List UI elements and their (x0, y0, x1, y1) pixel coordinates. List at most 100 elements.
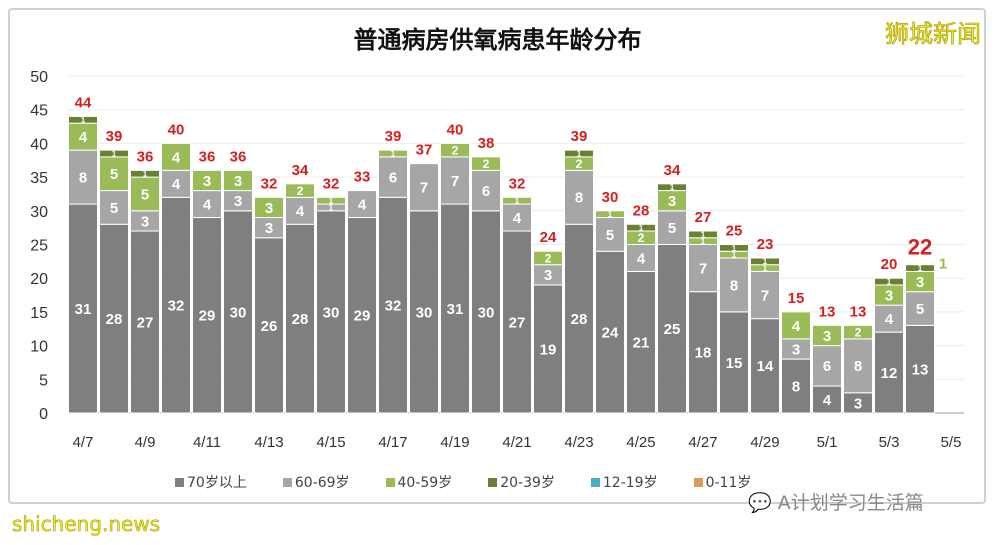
bar-segment (99, 223, 129, 414)
total-label: 34 (664, 162, 681, 179)
bar-segment (68, 122, 98, 151)
data-label: 4 (513, 210, 522, 227)
data-label: 1 (639, 224, 644, 233)
data-label: 1 (81, 116, 86, 125)
data-label: 1 (515, 197, 520, 206)
legend-label: 12-19岁 (602, 475, 658, 491)
watermark-site: shicheng.news (12, 512, 161, 537)
data-label: 7 (699, 260, 707, 277)
chart-frame (8, 8, 986, 504)
bar-segment (316, 210, 346, 414)
data-label: 30 (323, 304, 340, 321)
y-tick-label: 25 (30, 238, 48, 255)
data-label: 1 (329, 203, 334, 212)
x-tick-label: 4/29 (750, 434, 779, 451)
data-label: 8 (854, 358, 862, 375)
bar-segment (688, 230, 718, 239)
legend-label: 20-39岁 (500, 475, 555, 491)
total-label: 24 (540, 229, 557, 246)
data-label: 4 (792, 318, 801, 335)
bar-segment (564, 223, 594, 414)
x-tick-label: 4/7 (73, 434, 94, 451)
bar-segment (657, 244, 687, 414)
legend-item: 20-39岁 (488, 472, 555, 492)
total-label: 40 (168, 121, 185, 138)
bar-segment (285, 223, 315, 414)
data-label: 1 (918, 264, 923, 273)
data-label: 5 (916, 301, 924, 318)
bar-segment (254, 237, 284, 414)
data-label: 1 (732, 250, 737, 259)
legend-swatch (488, 477, 498, 487)
y-tick-label: 30 (30, 204, 48, 221)
data-label: 3 (203, 173, 211, 190)
data-label: 6 (823, 358, 831, 375)
x-tick-label: 4/17 (378, 434, 407, 451)
bar-segment (254, 196, 284, 219)
data-label: 31 (447, 301, 464, 318)
total-label: 13 (850, 303, 867, 320)
bar-segment (595, 210, 625, 219)
bar-segment (192, 217, 222, 414)
data-label: 26 (261, 318, 278, 335)
total-label: 15 (788, 290, 805, 307)
bar-segment (68, 149, 98, 205)
data-label: 3 (792, 341, 800, 358)
data-label: 4 (172, 176, 181, 193)
bar-segment (812, 385, 842, 414)
x-tick-label: 4/27 (688, 434, 717, 451)
bar-segment (192, 190, 222, 219)
bar-segment (68, 203, 98, 414)
bar-segment (874, 304, 904, 333)
data-label: 32 (168, 298, 185, 315)
data-label: 25 (664, 321, 681, 338)
bar-segment (657, 183, 687, 192)
legend-item: 12-19岁 (590, 472, 658, 492)
legend-swatch (385, 477, 395, 487)
data-label: 5 (668, 220, 676, 237)
bar-segment (285, 183, 315, 198)
bar-segment (688, 291, 718, 414)
bar-segment (564, 169, 594, 225)
data-label: 5 (110, 200, 118, 217)
data-label: 1 (701, 230, 706, 239)
bar-segment (99, 156, 129, 192)
legend-item: 60-69岁 (282, 472, 350, 492)
total-label: 36 (199, 148, 216, 165)
data-label: 1 (143, 170, 148, 179)
data-label: 6 (389, 170, 397, 187)
total-label: 38 (478, 135, 495, 152)
legend-label: 70岁以上 (187, 475, 247, 491)
annotation-label: 1 (939, 256, 947, 273)
watermark-logo: 狮城新闻 (885, 20, 982, 49)
bar-segment (812, 324, 842, 347)
x-tick-label: 4/11 (193, 434, 221, 451)
data-label: 7 (761, 287, 769, 304)
bar-segment (905, 291, 935, 326)
data-label: 27 (509, 314, 526, 331)
wechat-icon: 💬 (748, 492, 772, 514)
x-tick-label: 5/1 (817, 434, 838, 451)
y-tick-label: 5 (39, 372, 48, 389)
legend-label: 0-11岁 (705, 475, 752, 491)
bar-segment (347, 217, 377, 414)
data-label: 2 (638, 231, 645, 245)
x-tick-label: 4/25 (626, 434, 655, 451)
bar-segment (905, 264, 935, 272)
data-label: 29 (199, 308, 216, 325)
data-label: 8 (79, 170, 87, 187)
data-label: 3 (141, 213, 149, 230)
legend-swatch (282, 477, 292, 487)
data-label: 1 (701, 237, 706, 246)
data-label: 4 (296, 203, 305, 220)
x-tick-label: 5/5 (941, 434, 962, 451)
bar-segment (316, 196, 346, 205)
bar-segment (161, 169, 191, 198)
bar-segment (409, 163, 439, 212)
bar-segment (502, 230, 532, 414)
data-label: 2 (545, 251, 552, 265)
total-label: 33 (354, 169, 371, 186)
data-label: 14 (757, 358, 774, 375)
wechat-label: A计划学习生活篇 (777, 492, 924, 514)
